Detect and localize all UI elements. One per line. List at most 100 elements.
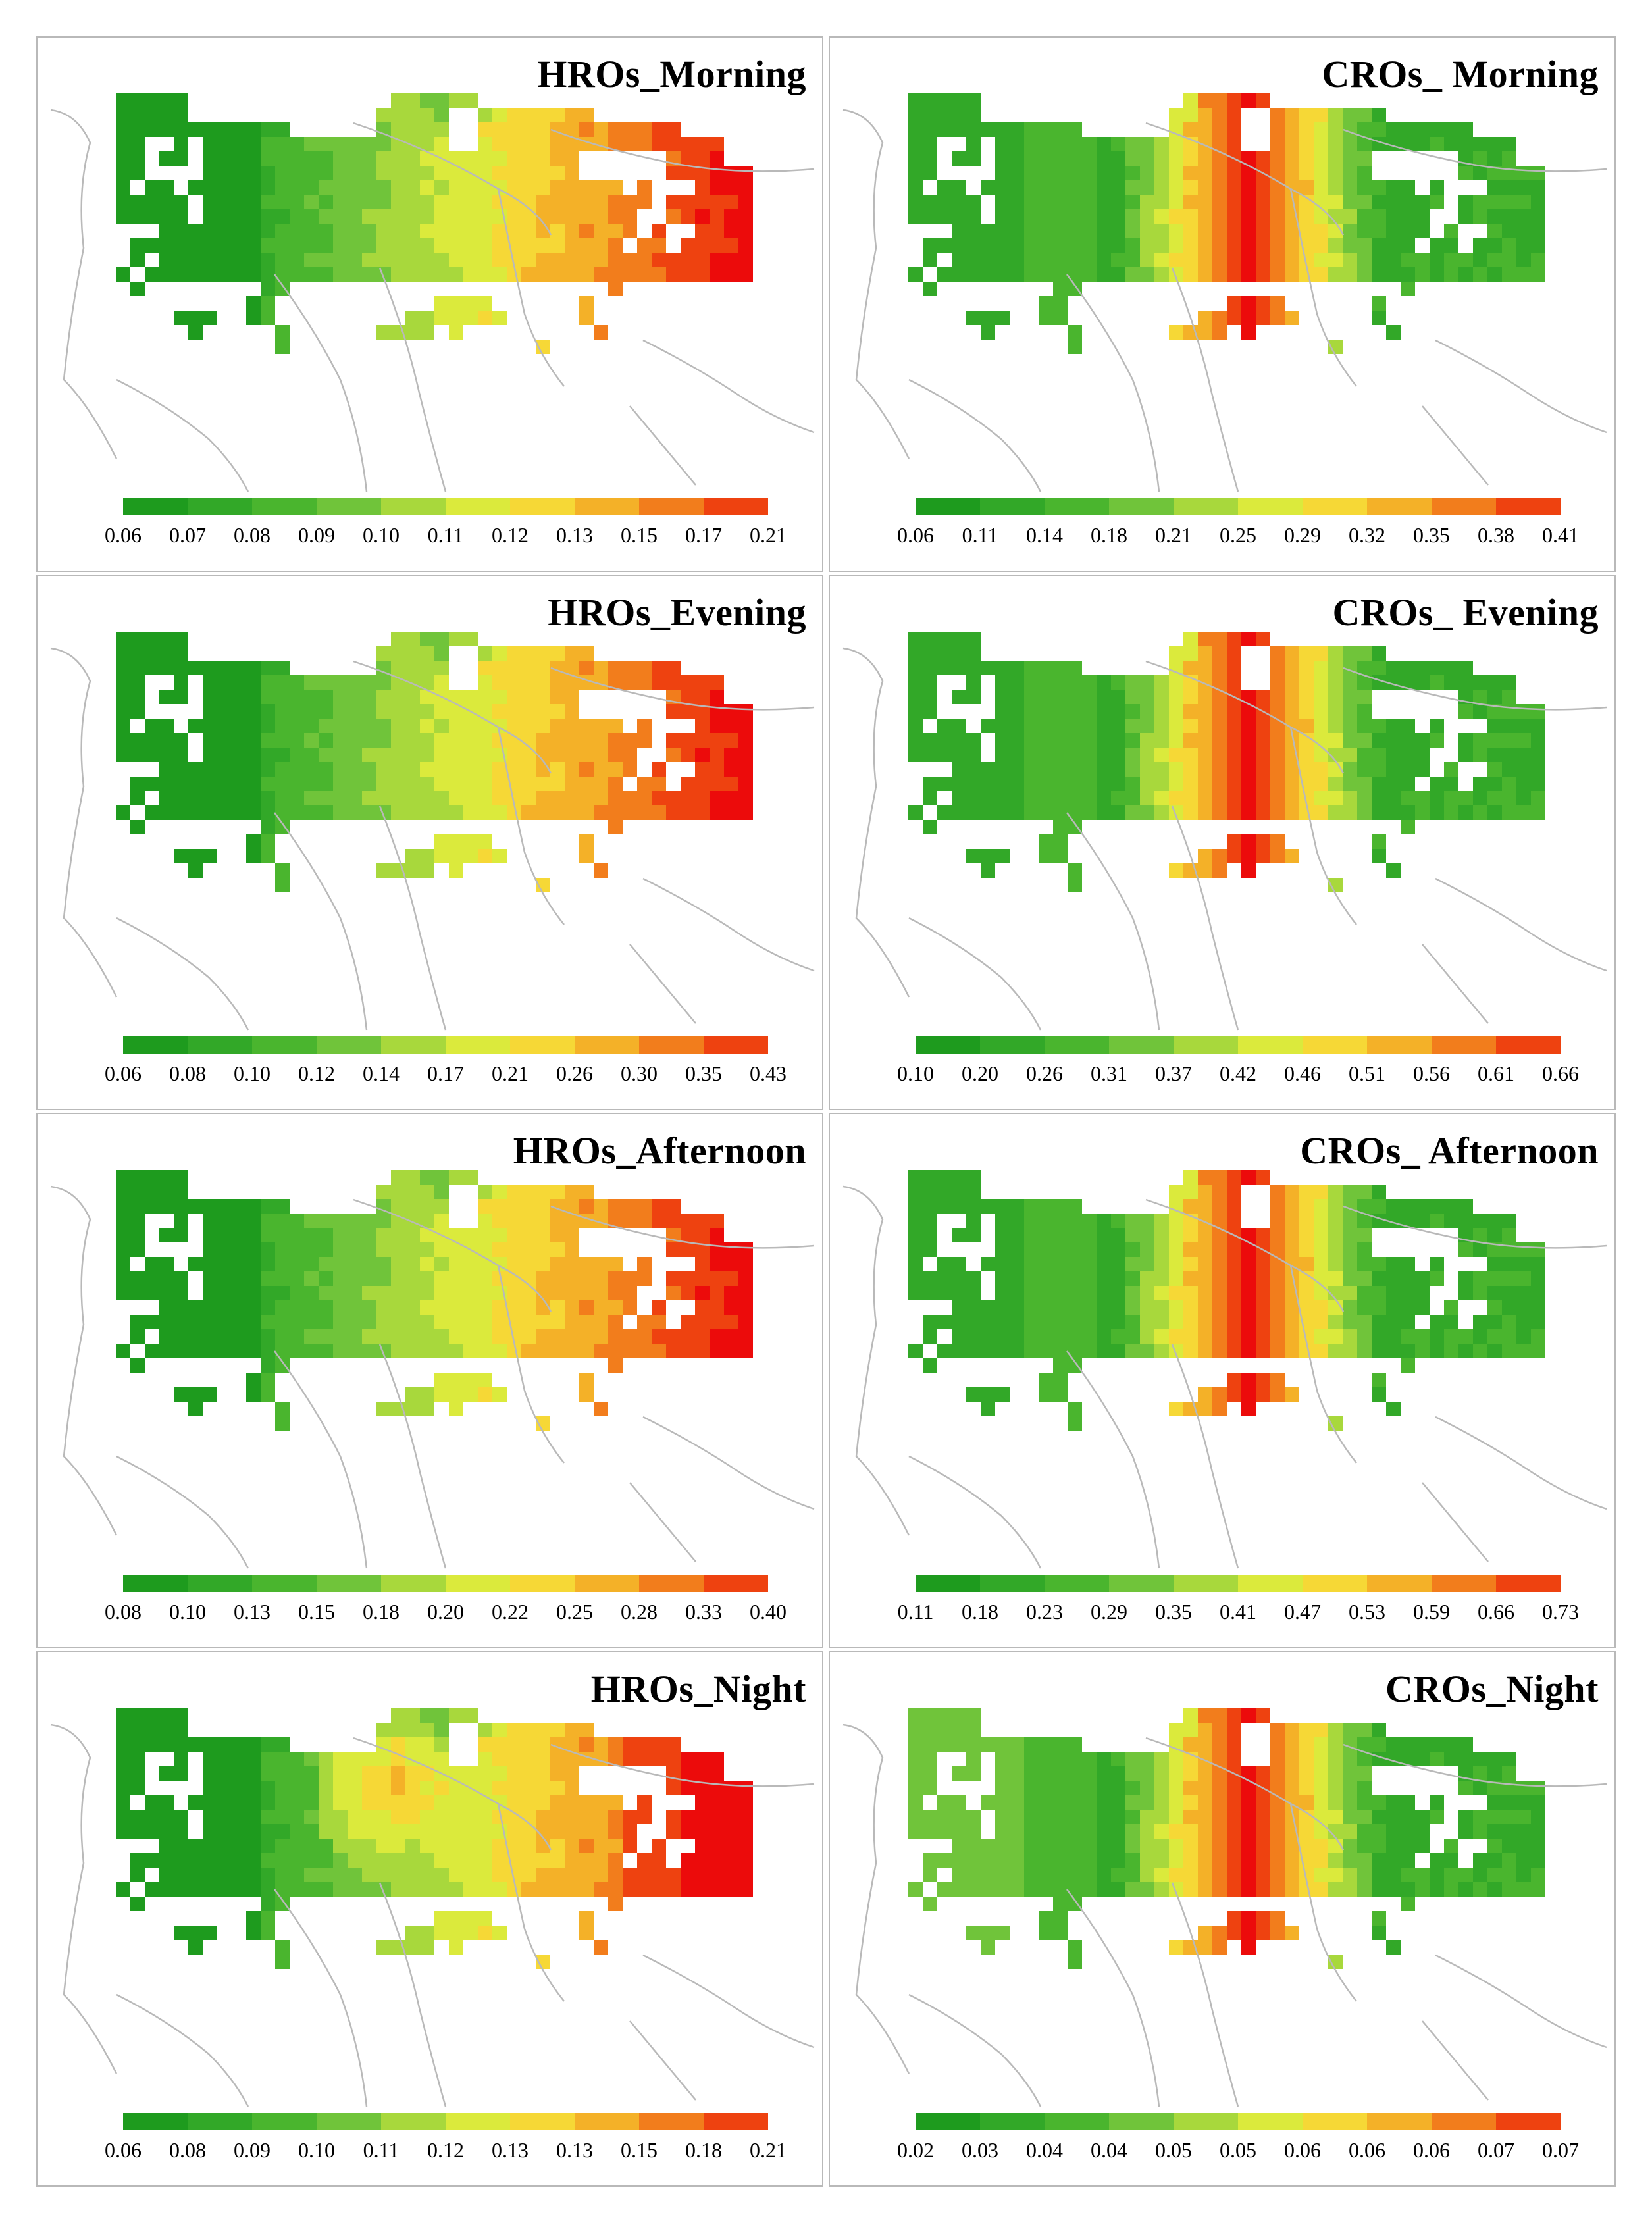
grid-cell	[637, 675, 652, 690]
grid-cell	[1198, 1286, 1212, 1300]
grid-cell	[908, 1228, 923, 1242]
grid-cell	[116, 1781, 130, 1795]
grid-cell	[463, 762, 478, 777]
grid-cell	[1227, 777, 1241, 791]
grid-cell	[1053, 748, 1068, 762]
grid-cell	[536, 1271, 550, 1286]
grid-cell	[1270, 1737, 1285, 1752]
grid-cell	[1343, 1286, 1357, 1300]
grid-cell	[908, 1810, 923, 1824]
grid-cell	[145, 1344, 159, 1358]
grid-cell	[405, 1723, 420, 1737]
grid-cell	[449, 166, 463, 180]
grid-cell	[565, 1257, 579, 1271]
grid-cell	[217, 151, 232, 166]
grid-cell	[652, 675, 666, 690]
grid-cell	[1270, 791, 1285, 805]
grid-cell	[507, 1868, 521, 1882]
grid-cell	[966, 1810, 981, 1824]
grid-cell	[1227, 1723, 1241, 1737]
grid-cell	[1343, 762, 1357, 777]
grid-cell	[1241, 1242, 1256, 1257]
grid-cell	[738, 1781, 753, 1795]
grid-cell	[275, 137, 290, 151]
grid-cell	[521, 1737, 536, 1752]
grid-cell	[1285, 791, 1299, 805]
grid-cell	[434, 1271, 449, 1286]
grid-cell	[536, 1810, 550, 1824]
grid-cell	[1444, 805, 1458, 820]
grid-cell	[463, 805, 478, 820]
grid-cell	[1082, 1257, 1097, 1271]
grid-cell	[1328, 108, 1343, 122]
grid-cell	[565, 122, 579, 137]
grid-cell	[1053, 719, 1068, 733]
grid-cell	[290, 1257, 304, 1271]
grid-cell	[666, 122, 681, 137]
grid-cell	[246, 704, 261, 719]
grid-cell	[637, 1810, 652, 1824]
grid-cell	[1140, 1868, 1154, 1882]
grid-cell	[952, 1708, 966, 1723]
grid-cell	[1328, 1214, 1343, 1228]
grid-cell	[1502, 1271, 1516, 1286]
grid-cell	[695, 1853, 710, 1868]
grid-cell	[521, 1839, 536, 1853]
grid-cell	[348, 791, 362, 805]
grid-cell	[304, 704, 319, 719]
grid-cell	[261, 253, 275, 267]
grid-cell	[434, 1708, 449, 1723]
grid-cell	[232, 748, 246, 762]
grid-cell	[275, 238, 290, 253]
colorbar-ticks: 0.06 0.08 0.10 0.12 0.14 0.17 0.21 0.26 0.30 0.35…	[105, 1061, 787, 1094]
grid-cell	[1082, 762, 1097, 777]
grid-cell	[1097, 1300, 1111, 1315]
grid-cell	[1430, 1882, 1444, 1897]
grid-cell	[434, 1752, 449, 1766]
grid-cell	[405, 122, 420, 137]
grid-cell	[937, 1257, 952, 1271]
grid-cell	[174, 108, 188, 122]
grid-cell	[449, 1286, 463, 1300]
grid-cell	[536, 1185, 550, 1199]
grid-cell	[1372, 311, 1386, 325]
grid-cell	[1531, 719, 1545, 733]
grid-cell	[1430, 1315, 1444, 1329]
grid-cell	[290, 1882, 304, 1897]
grid-cell	[362, 1795, 376, 1810]
grid-cell	[478, 1315, 492, 1329]
grid-cell	[1386, 863, 1401, 878]
grid-cell	[637, 122, 652, 137]
grid-cell	[1372, 267, 1386, 282]
grid-cell	[463, 209, 478, 224]
grid-cell	[1256, 849, 1270, 863]
grid-cell	[478, 1257, 492, 1271]
grid-cell	[1270, 1257, 1285, 1271]
grid-cell	[1154, 1882, 1169, 1897]
grid-cell	[1169, 1868, 1183, 1882]
grid-cell	[1386, 1795, 1401, 1810]
grid-cell	[463, 1882, 478, 1897]
grid-cell	[261, 1329, 275, 1344]
grid-cell	[1502, 1329, 1516, 1344]
grid-cell	[1010, 180, 1024, 195]
grid-cell	[550, 690, 565, 704]
grid-cell	[1285, 1737, 1299, 1752]
grid-cell	[1357, 1228, 1372, 1242]
grid-cell	[1183, 1300, 1198, 1315]
grid-cell	[376, 1810, 391, 1824]
grid-cell	[405, 1882, 420, 1897]
grid-cell	[1241, 1373, 1256, 1387]
grid-cell	[1473, 1214, 1487, 1228]
grid-cell	[1241, 1286, 1256, 1300]
grid-cell	[362, 1752, 376, 1766]
grid-cell	[1227, 1824, 1241, 1839]
grid-cell	[952, 1737, 966, 1752]
grid-cell	[1010, 777, 1024, 791]
grid-cell	[275, 805, 290, 820]
grid-cell	[116, 1723, 130, 1737]
grid-cell	[261, 1300, 275, 1315]
grid-cell	[579, 733, 594, 748]
grid-cell	[275, 340, 290, 354]
grid-cell	[1357, 267, 1372, 282]
